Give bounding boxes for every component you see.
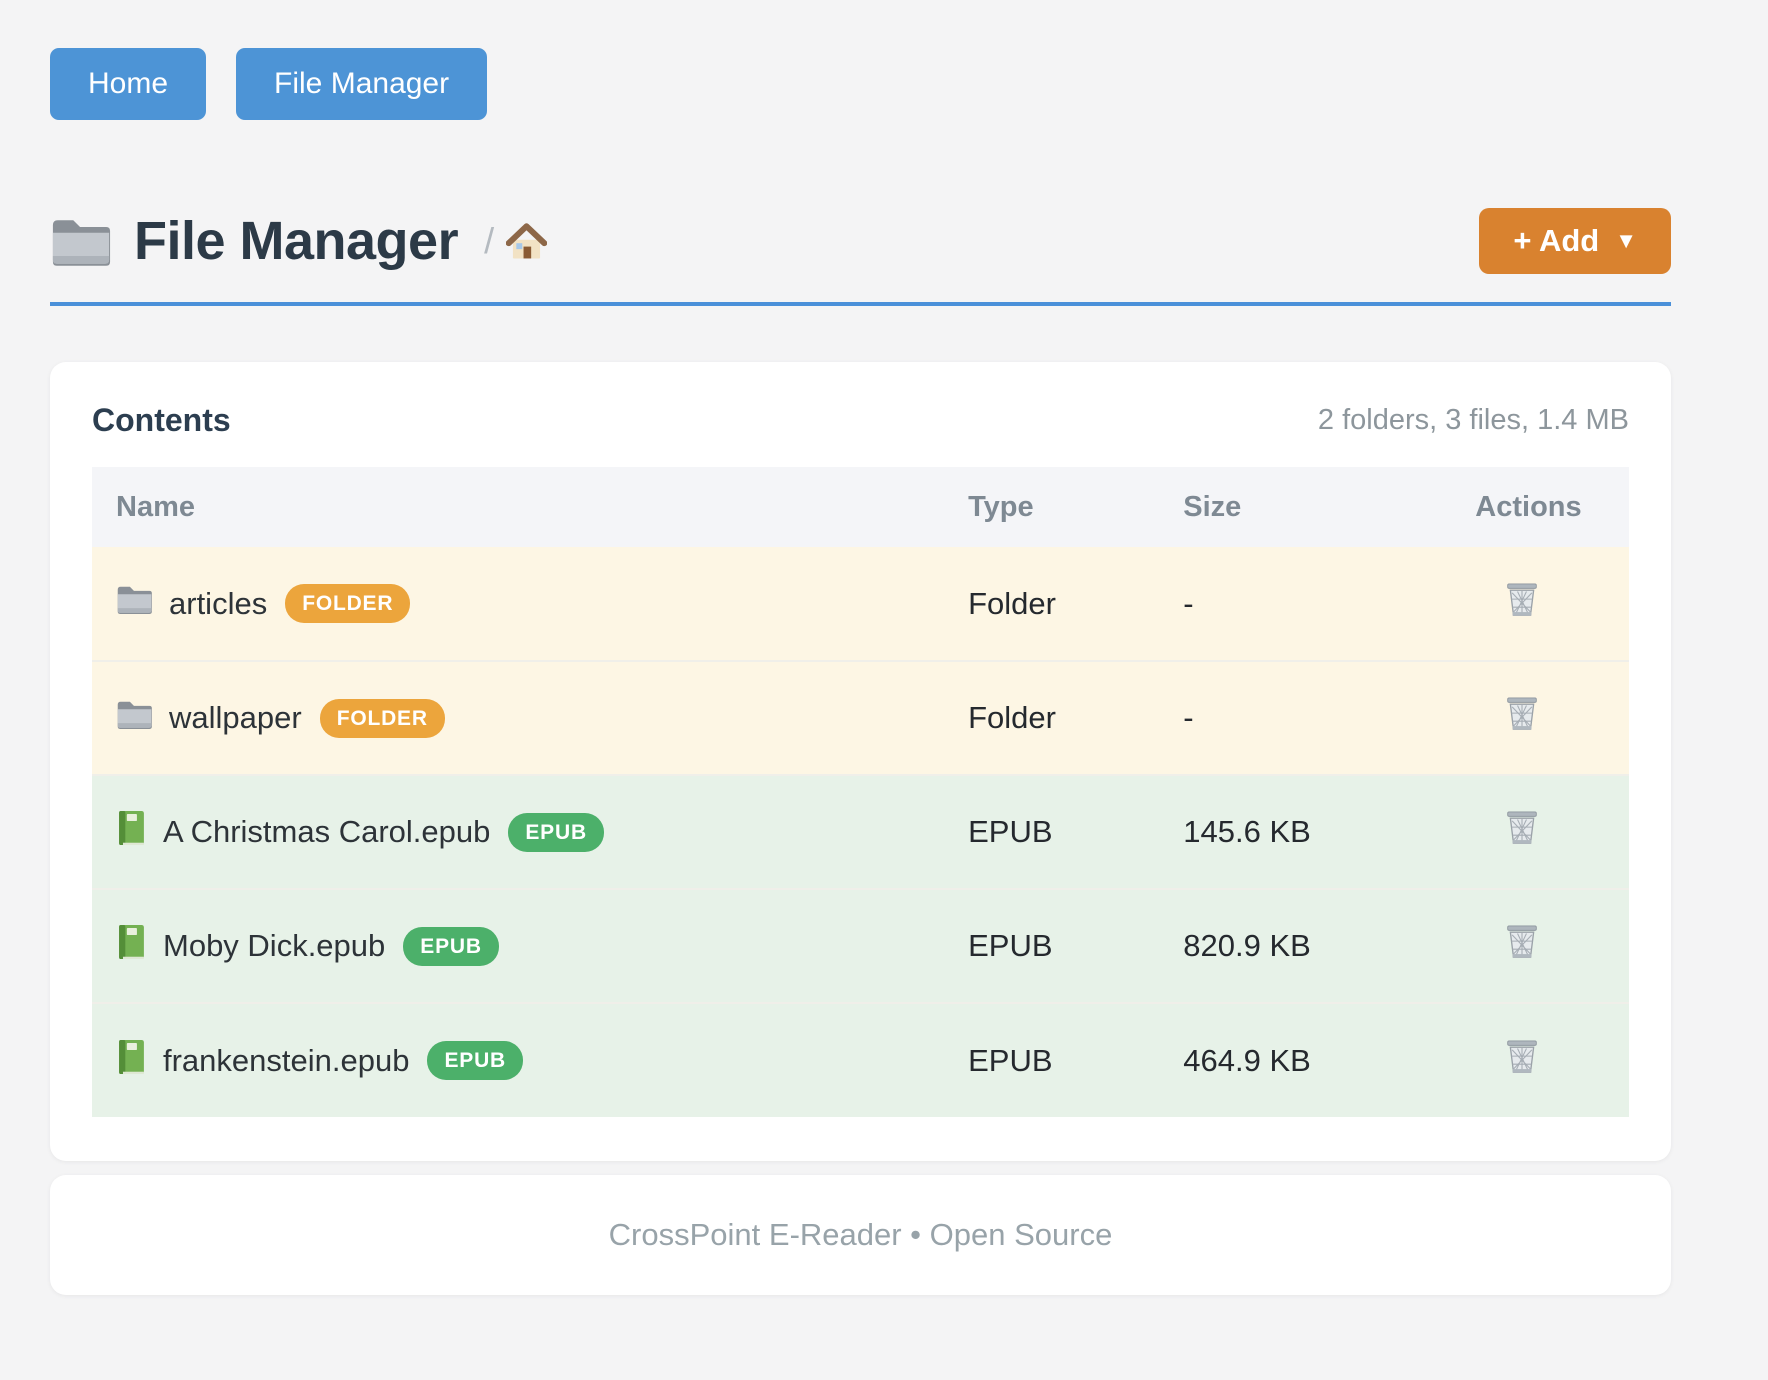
title-left: File Manager / [50, 210, 548, 272]
table-row[interactable]: A Christmas Carol.epub EPUB EPUB 145.6 K… [92, 774, 1629, 889]
page-container: Home File Manager File Manager / + Ad [50, 0, 1671, 1295]
file-icon [116, 923, 147, 969]
actions-cell [1475, 547, 1629, 661]
name-cell: frankenstein.epub EPUB [92, 1038, 968, 1084]
file-icon [116, 699, 153, 738]
file-name[interactable]: articles [169, 585, 268, 621]
title-divider [50, 302, 1671, 306]
name-cell: Moby Dick.epub EPUB [92, 923, 968, 969]
book-icon [119, 1039, 144, 1074]
trash-icon [1507, 582, 1538, 616]
file-name[interactable]: wallpaper [169, 700, 302, 735]
file-icon [116, 809, 147, 855]
type-badge: FOLDER [319, 698, 445, 738]
file-name[interactable]: A Christmas Carol.epub [163, 814, 491, 849]
footer-card: CrossPoint E-Reader • Open Source [50, 1175, 1671, 1295]
actions-cell [1475, 774, 1629, 889]
file-table-body: articles FOLDER Folder - wallpaper FOLDE… [92, 547, 1629, 1117]
footer-text: CrossPoint E-Reader • Open Source [608, 1217, 1113, 1252]
column-header-actions: Actions [1475, 467, 1629, 547]
add-button[interactable]: + Add ▼ [1479, 208, 1671, 274]
name-cell: articles FOLDER [92, 584, 968, 623]
type-badge: EPUB [403, 926, 499, 966]
column-header-type: Type [968, 467, 1184, 547]
size-cell: - [1183, 585, 1194, 621]
table-row[interactable]: wallpaper FOLDER Folder - [92, 660, 1629, 775]
table-header-row: Name Type Size Actions [92, 467, 1629, 547]
title-row: File Manager / + Add ▼ [50, 208, 1671, 274]
size-cell: 145.6 KB [1183, 774, 1476, 889]
contents-card: Contents 2 folders, 3 files, 1.4 MB Name… [50, 362, 1671, 1161]
trash-icon [1507, 1039, 1538, 1073]
breadcrumb-separator: / [484, 220, 495, 261]
caret-down-icon: ▼ [1615, 228, 1637, 253]
file-icon [116, 584, 153, 623]
size-cell: 464.9 KB [1183, 1002, 1476, 1117]
file-name[interactable]: Moby Dick.epub [163, 928, 386, 963]
nav-file-manager-button[interactable]: File Manager [236, 48, 488, 120]
type-cell: EPUB [968, 888, 1184, 1003]
breadcrumb: / [484, 220, 548, 262]
nav-home-button[interactable]: Home [50, 48, 207, 120]
type-cell: Folder [968, 585, 1056, 621]
type-badge: EPUB [508, 812, 604, 852]
actions-cell [1475, 1002, 1629, 1117]
table-row[interactable]: articles FOLDER Folder - [92, 547, 1629, 661]
contents-title: Contents [92, 402, 231, 438]
home-icon[interactable] [506, 222, 548, 261]
folder-icon [117, 701, 152, 729]
contents-summary: 2 folders, 3 files, 1.4 MB [1317, 404, 1629, 436]
delete-button[interactable] [1505, 923, 1539, 961]
file-table: Name Type Size Actions articles FOLDER F… [92, 467, 1629, 1117]
actions-cell [1475, 660, 1629, 775]
book-icon [119, 924, 144, 960]
delete-button[interactable] [1505, 809, 1539, 847]
type-cell: EPUB [968, 774, 1184, 889]
file-name[interactable]: frankenstein.epub [163, 1042, 410, 1078]
size-cell: - [1183, 660, 1476, 775]
name-cell: A Christmas Carol.epub EPUB [92, 809, 968, 855]
name-cell: wallpaper FOLDER [92, 698, 968, 738]
column-header-name: Name [92, 467, 969, 547]
column-header-size: Size [1183, 467, 1476, 547]
trash-icon [1507, 811, 1538, 844]
type-cell: Folder [968, 660, 1184, 775]
trash-icon [1507, 697, 1538, 730]
type-badge: EPUB [427, 1041, 524, 1080]
table-row[interactable]: frankenstein.epub EPUB EPUB 464.9 KB [92, 1002, 1629, 1117]
top-nav: Home File Manager [50, 0, 1671, 120]
table-row[interactable]: Moby Dick.epub EPUB EPUB 820.9 KB [92, 888, 1629, 1003]
delete-button[interactable] [1505, 1038, 1539, 1076]
book-icon [119, 810, 144, 846]
file-icon [116, 1038, 147, 1084]
page-title: File Manager [134, 211, 459, 271]
type-cell: EPUB [968, 1002, 1184, 1117]
actions-cell [1475, 888, 1629, 1003]
delete-button[interactable] [1505, 695, 1539, 733]
trash-icon [1507, 925, 1538, 958]
contents-card-header: Contents 2 folders, 3 files, 1.4 MB [92, 402, 1629, 439]
size-cell: 820.9 KB [1183, 888, 1476, 1003]
type-badge: FOLDER [285, 584, 411, 623]
folder-icon [117, 586, 152, 614]
folder-icon [52, 219, 111, 266]
delete-button[interactable] [1505, 581, 1539, 619]
add-button-label: + Add [1513, 223, 1600, 258]
